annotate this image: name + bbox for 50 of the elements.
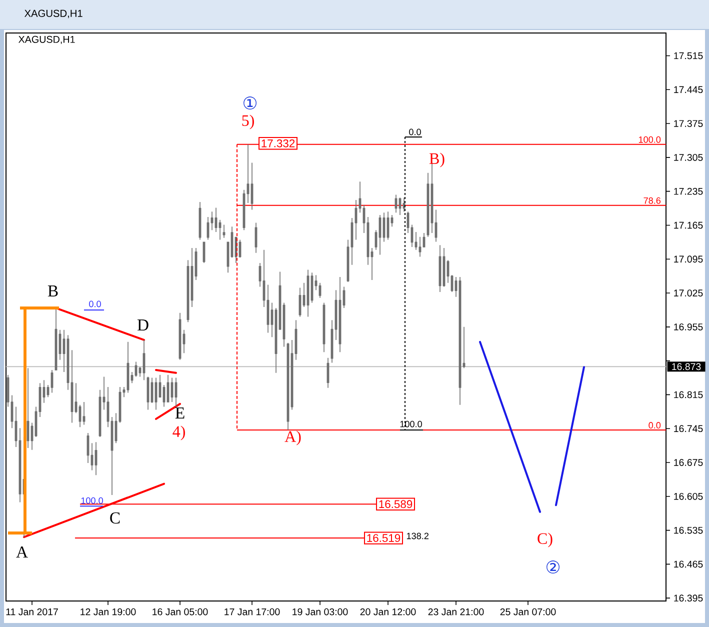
y-tick-label: 16.605	[674, 492, 703, 500]
y-tick-label: 16.815	[674, 391, 703, 398]
annotation: 78.6	[644, 197, 661, 204]
ref-line-label: 16.873	[672, 363, 701, 370]
annotation: D	[137, 320, 148, 330]
x-tick-label: 16 Jan 05:00	[152, 608, 208, 616]
chart-subtitle: XAGUSD,H1	[18, 36, 75, 44]
chart-title: XAGUSD,H1	[24, 10, 82, 18]
y-tick-label: 17.305	[674, 154, 703, 161]
annotation: B	[48, 286, 58, 296]
x-tick-label: 23 Jan 21:00	[428, 608, 484, 616]
y-tick-label: 17.165	[674, 222, 703, 229]
annotation: C	[110, 512, 120, 524]
annotation: 138.2	[406, 532, 429, 540]
ref-line-label: 16.589	[379, 500, 412, 508]
ref-line-label: 16.519	[367, 534, 400, 542]
y-tick-label: 16.535	[674, 526, 703, 534]
y-tick-label: 16.955	[674, 323, 703, 330]
annotation: B)	[429, 152, 444, 168]
y-tick-label: 17.235	[674, 188, 703, 195]
y-tick-label: 16.395	[674, 594, 703, 602]
x-tick-label: 11 Jan 2017	[6, 608, 58, 616]
annotation: 0.0	[409, 128, 421, 136]
annotation: E	[175, 408, 184, 418]
x-tick-label: 19 Jan 03:00	[292, 608, 348, 616]
annotation: 5)	[242, 114, 254, 130]
annotation: ②	[546, 560, 560, 574]
y-tick-label: 16.745	[674, 425, 703, 432]
annotation: ①	[244, 96, 256, 110]
x-tick-label: 25 Jan 07:00	[500, 608, 556, 616]
annotation: 100.0	[81, 497, 103, 504]
annotation: 100.0	[400, 420, 422, 428]
annotation: A)	[284, 430, 301, 446]
annotation: 0.0	[89, 300, 101, 308]
x-tick-label: 12 Jan 19:00	[80, 608, 136, 616]
annotation: C)	[538, 532, 552, 548]
y-tick-label: 17.095	[674, 256, 703, 263]
y-tick-label: 16.465	[674, 560, 703, 568]
annotation: A	[16, 546, 28, 558]
x-tick-label: 20 Jan 12:00	[360, 608, 416, 616]
y-tick-label: 17.515	[674, 52, 703, 60]
annotation: 0.0	[648, 422, 661, 428]
y-tick-label: 17.445	[674, 86, 703, 94]
y-tick-label: 17.375	[674, 120, 703, 127]
y-tick-label: 17.025	[674, 290, 703, 296]
y-tick-label: 16.675	[674, 459, 703, 466]
annotation: 4)	[172, 426, 185, 440]
x-tick-label: 17 Jan 17:00	[224, 608, 280, 616]
annotation: 100.0	[638, 136, 661, 143]
annotation: 17.332	[262, 139, 295, 148]
